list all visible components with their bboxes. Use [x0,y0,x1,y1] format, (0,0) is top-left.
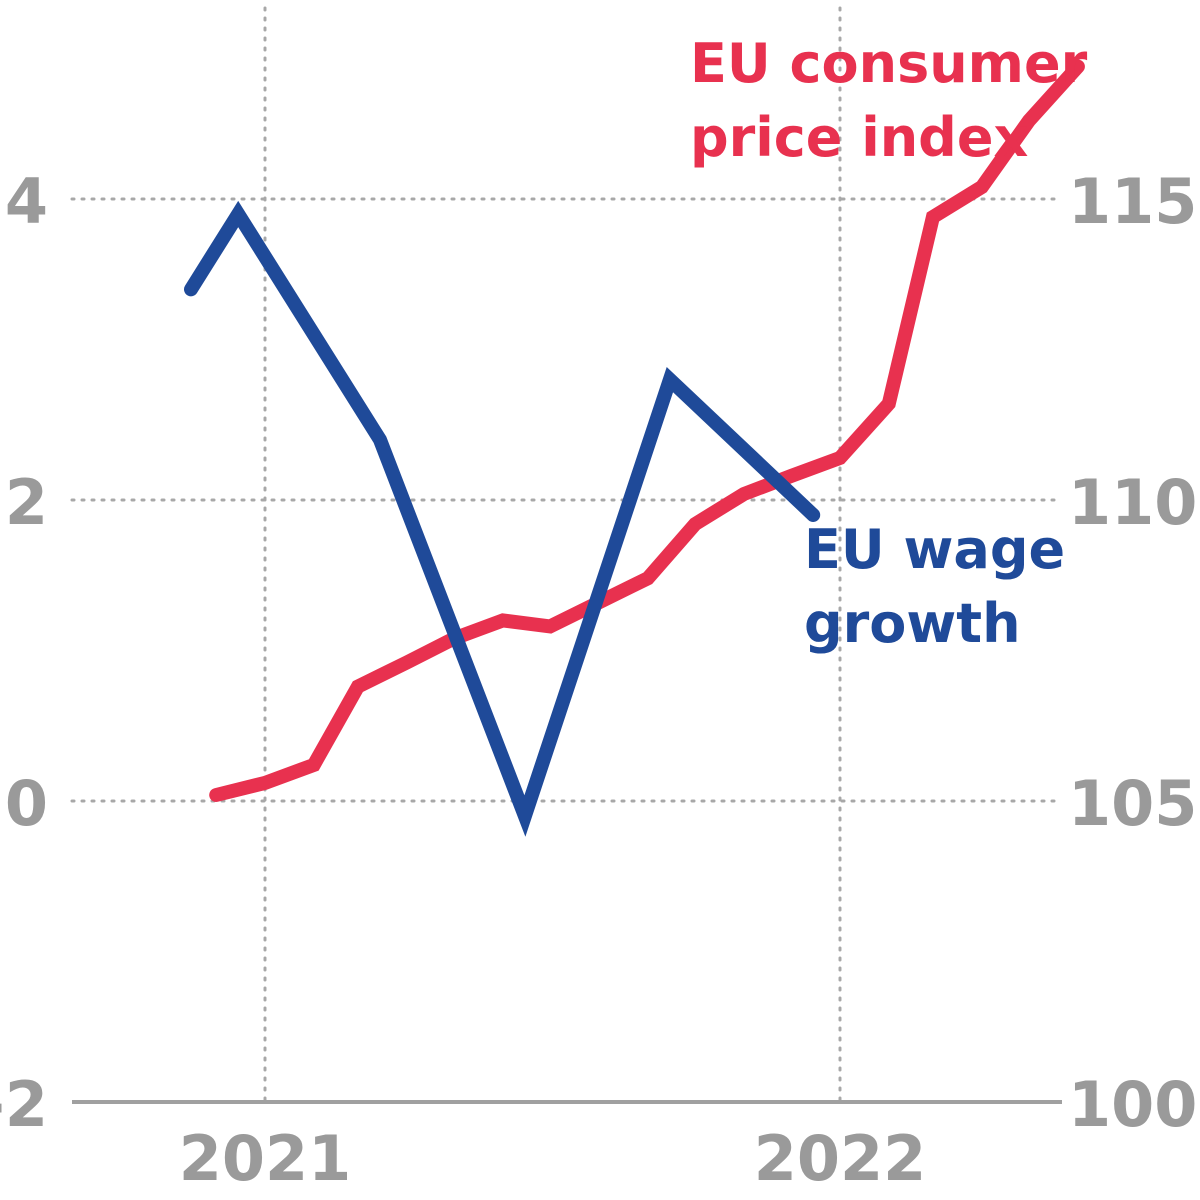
data-point [237,213,239,215]
data-point [669,379,671,381]
data-point [839,457,841,459]
data-point [406,662,408,664]
data-point [812,514,814,516]
series-group [184,59,1085,837]
data-point [790,475,792,477]
series-label: EU wage [804,518,1065,581]
data-point [694,523,696,525]
y-right-tick-label: 110 [1068,466,1197,539]
data-point [524,815,526,817]
data-point [357,686,359,688]
y-left-tick-label: -2 [0,1068,48,1141]
y-left-tick-label: 0 [5,767,48,840]
data-point [190,288,192,290]
series-line-0 [209,59,1085,802]
data-point [264,782,266,784]
x-axis: -2 0 2 4 100 105 110 115 2021 2022 [0,165,1197,1195]
y-left-tick-label: 2 [5,466,48,539]
data-point [981,186,983,188]
data-point [1028,120,1030,122]
data-point [502,619,504,621]
data-point [379,439,381,441]
y-right-tick-label: 105 [1068,767,1197,840]
x-tick-label: 2022 [754,1122,927,1195]
grid [70,6,1064,1104]
x-tick-label: 2021 [179,1122,352,1195]
y-right-tick-label: 115 [1068,165,1197,238]
data-point [549,625,551,627]
y-right-tick-label: 100 [1068,1068,1197,1141]
y-left-tick-label: 4 [5,165,48,238]
series-label: growth [804,592,1021,655]
series-line-1 [184,200,821,837]
data-point [215,794,217,796]
data-point [647,577,649,579]
data-point [313,764,315,766]
data-point [743,493,745,495]
labels-group: EU consumer price index EU wage growth [690,32,1088,655]
data-point [932,216,934,218]
series-label: EU consumer [690,32,1088,95]
data-point [888,403,890,405]
series-label: price index [690,106,1028,169]
